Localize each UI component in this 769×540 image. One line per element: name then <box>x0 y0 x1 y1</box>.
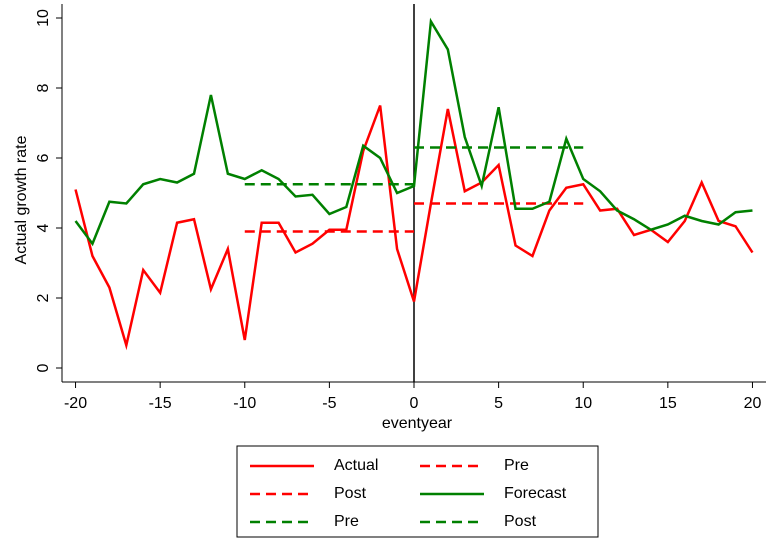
legend-label: Post <box>334 485 367 502</box>
y-tick-label: 8 <box>35 83 52 92</box>
x-tick-label: 0 <box>410 395 419 412</box>
x-tick-label: -15 <box>149 395 172 412</box>
y-tick-label: 0 <box>35 363 52 372</box>
y-tick-label: 2 <box>35 293 52 302</box>
legend-box <box>236 445 599 538</box>
legend-label: Actual <box>334 457 378 474</box>
x-tick-label: 15 <box>659 395 677 412</box>
legend-label: Post <box>504 513 537 530</box>
line <box>74 105 754 351</box>
y-tick-label: 10 <box>35 9 52 27</box>
x-axis-title: eventyear <box>382 415 453 432</box>
x-tick-label: -20 <box>64 395 87 412</box>
legend-label: Forecast <box>504 485 567 502</box>
y-tick-label: 4 <box>35 223 52 232</box>
x-tick-label: 5 <box>494 395 503 412</box>
x-tick-label: 20 <box>744 395 762 412</box>
legend-label: Pre <box>334 513 359 530</box>
y-axis-title: Actual growth rate <box>13 135 30 264</box>
x-tick-label: 10 <box>574 395 592 412</box>
legend-label: Pre <box>504 457 529 474</box>
x-tick-label: -10 <box>233 395 256 412</box>
line <box>74 17 753 247</box>
y-tick-label: 6 <box>35 153 52 162</box>
x-tick-label: -5 <box>322 395 336 412</box>
